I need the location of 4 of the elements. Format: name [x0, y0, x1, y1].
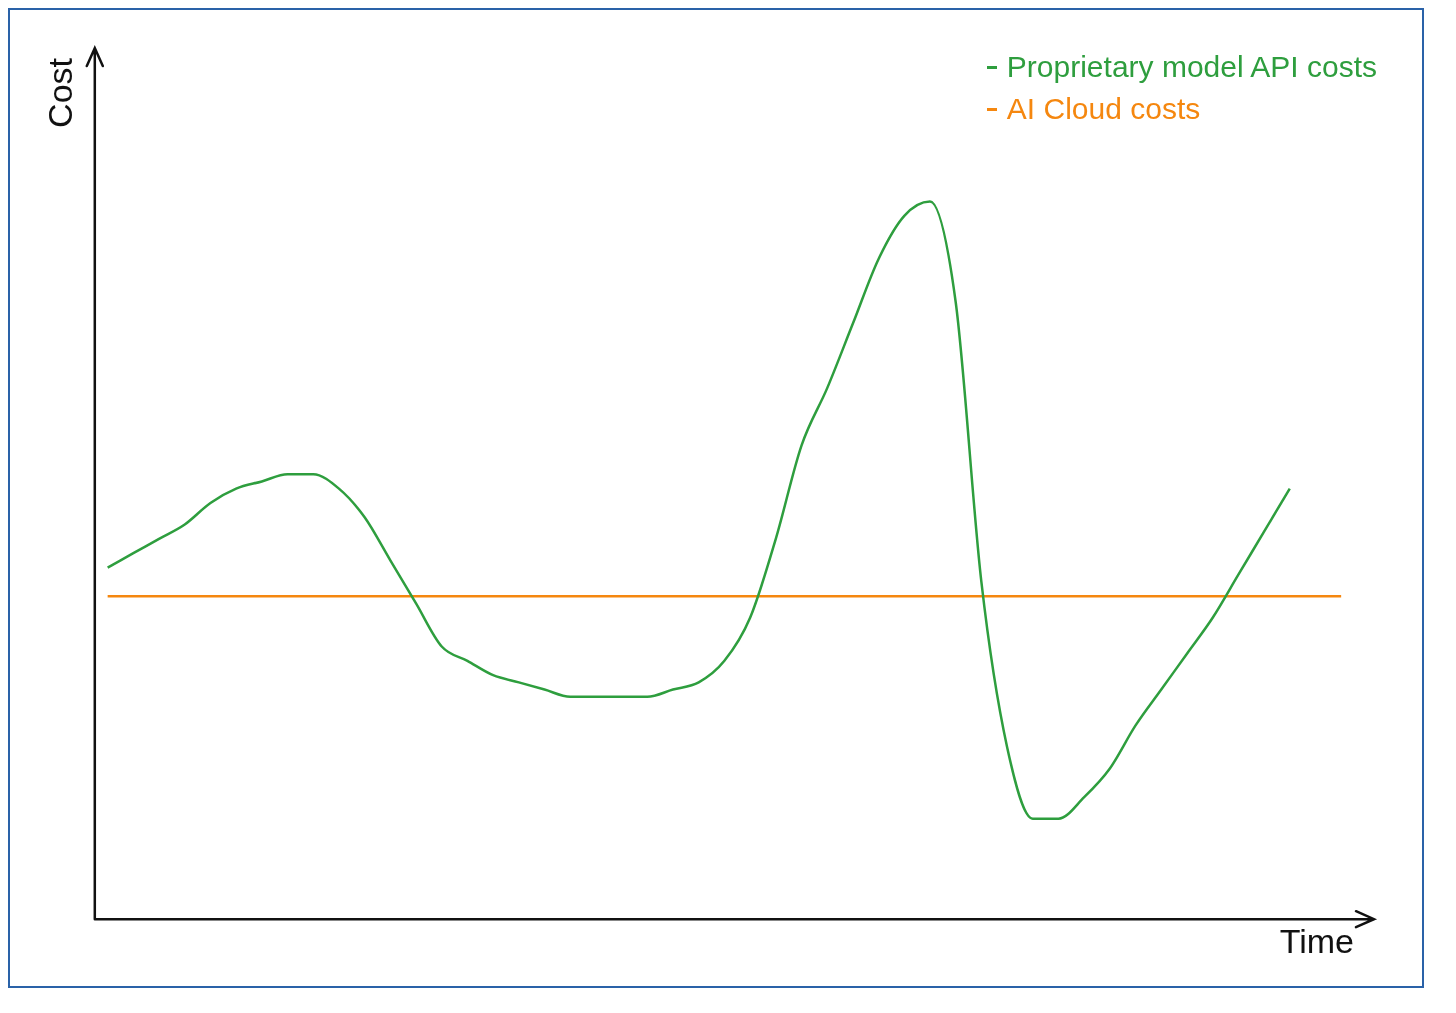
y-axis-title: Cost — [40, 57, 79, 128]
legend-label: Proprietary model API costs — [1006, 50, 1377, 84]
x-axis-title: Time — [1279, 921, 1354, 960]
legend-label: AI Cloud costs — [1006, 92, 1201, 126]
